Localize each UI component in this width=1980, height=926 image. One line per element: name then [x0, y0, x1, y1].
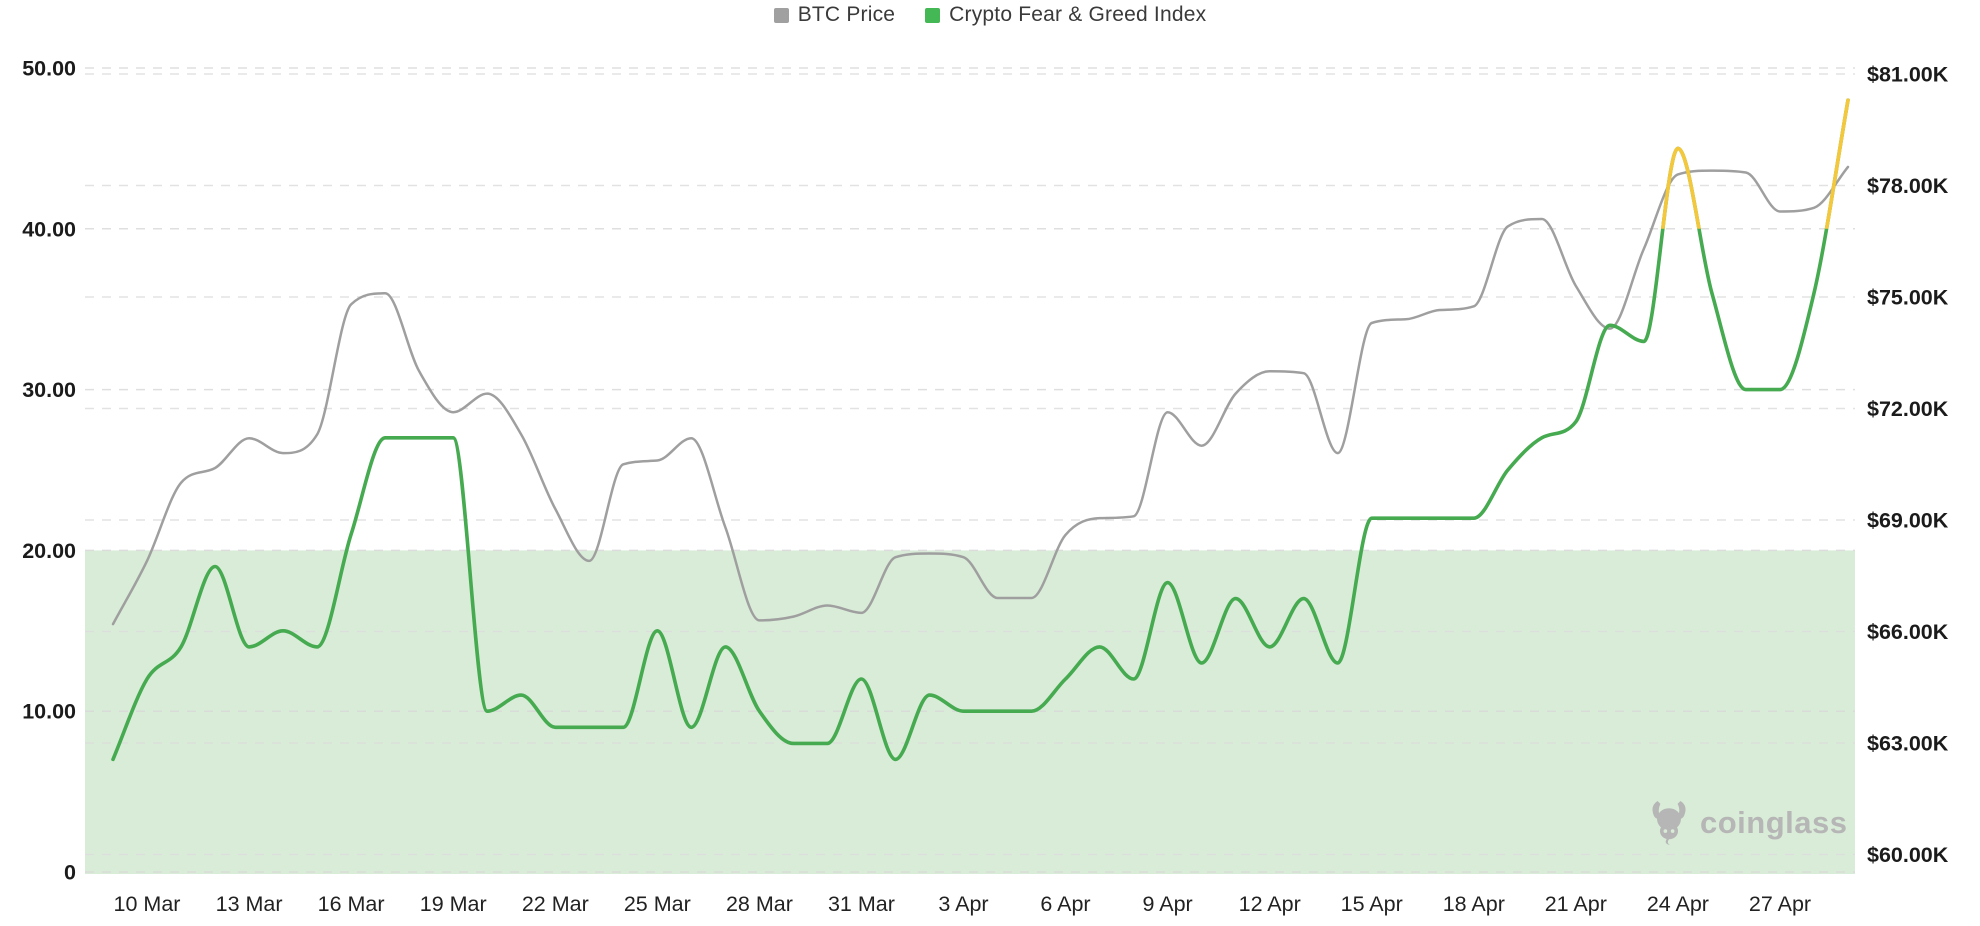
right-axis-tick-$75.00K: $75.00K [1867, 286, 1949, 310]
axis-labels: 0 10.00 20.00 30.00 40.00 50.00 $60.00K $63.00K… [22, 57, 1949, 917]
legend-label-fear-greed: Crypto Fear & Greed Index [949, 3, 1207, 26]
x-axis-tick-28-Mar: 28 Mar [726, 892, 793, 916]
right-axis-tick-$78.00K: $78.00K [1867, 174, 1949, 198]
right-axis-tick-$72.00K: $72.00K [1867, 397, 1949, 421]
fear-greed-line [111, 98, 1850, 762]
right-axis-tick-$63.00K: $63.00K [1867, 732, 1949, 756]
right-axis-tick-$81.00K: $81.00K [1867, 63, 1949, 87]
left-axis-tick-50.00: 50.00 [22, 57, 76, 81]
right-axis-tick-$60.00K: $60.00K [1867, 843, 1949, 867]
left-axis-tick-20.00: 20.00 [22, 539, 76, 563]
legend-label-btc-price: BTC Price [797, 3, 896, 26]
legend-item-fear-greed[interactable]: Crypto Fear & Greed Index [925, 3, 1206, 27]
x-axis-tick-9-Apr: 9 Apr [1142, 892, 1192, 916]
x-axis-tick-10-Mar: 10 Mar [114, 892, 181, 916]
right-axis-tick-$69.00K: $69.00K [1867, 509, 1949, 533]
fear-greed-swatch-icon [925, 7, 941, 23]
x-axis-tick-19-Mar: 19 Mar [420, 892, 487, 916]
left-axis-tick-40.00: 40.00 [22, 217, 76, 241]
x-axis-tick-3-Apr: 3 Apr [938, 892, 988, 916]
right-axis-tick-$66.00K: $66.00K [1867, 620, 1949, 644]
x-axis-tick-6-Apr: 6 Apr [1040, 892, 1090, 916]
x-axis-tick-24-Apr: 24 Apr [1647, 892, 1709, 916]
x-axis-tick-12-Apr: 12 Apr [1239, 892, 1301, 916]
x-axis-tick-18-Apr: 18 Apr [1443, 892, 1505, 916]
x-axis-tick-13-Mar: 13 Mar [216, 892, 283, 916]
legend-item-btc-price[interactable]: BTC Price [773, 3, 896, 27]
left-axis-tick-10.00: 10.00 [22, 700, 76, 724]
chart-legend: BTC Price Crypto Fear & Greed Index [0, 3, 1980, 27]
x-axis-tick-16-Mar: 16 Mar [318, 892, 385, 916]
x-axis-tick-27-Apr: 27 Apr [1749, 892, 1811, 916]
x-axis-tick-15-Apr: 15 Apr [1341, 892, 1403, 916]
x-axis-tick-31-Mar: 31 Mar [828, 892, 895, 916]
btc-price-line [111, 165, 1850, 626]
x-axis-tick-22-Mar: 22 Mar [522, 892, 589, 916]
x-axis-tick-21-Apr: 21 Apr [1545, 892, 1607, 916]
x-axis-tick-25-Mar: 25 Mar [624, 892, 691, 916]
btc-price-swatch-icon [773, 7, 789, 23]
left-axis-tick-0: 0 [64, 861, 76, 885]
gridlines [85, 67, 1855, 873]
left-axis-tick-30.00: 30.00 [22, 378, 76, 402]
